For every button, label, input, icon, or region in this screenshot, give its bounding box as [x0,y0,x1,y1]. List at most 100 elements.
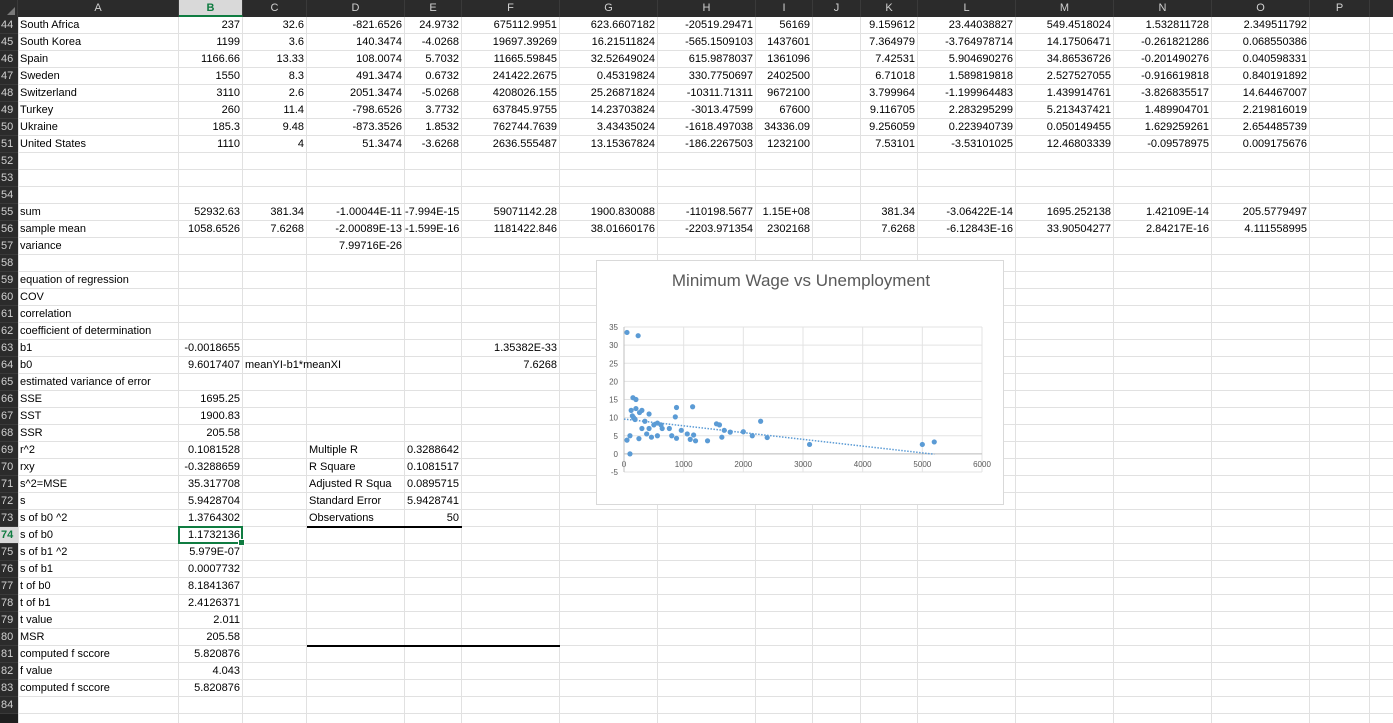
cell-a81[interactable]: computed f sccore [20,648,110,660]
row-header-57[interactable]: 57 [0,238,18,255]
cell-h47[interactable]: 330.7750697 [688,70,753,82]
row-header-72[interactable]: 72 [0,493,18,510]
cell-g47[interactable]: 0.45319824 [596,70,655,82]
cell-k46[interactable]: 7.42531 [875,53,915,65]
column-header-d[interactable]: D [307,0,405,17]
cell-b44[interactable]: 237 [221,19,240,31]
cell-h45[interactable]: -565.1509103 [685,36,753,48]
cell-i55[interactable]: 1.15E+08 [762,206,810,218]
cell-c64[interactable]: meanYI-b1*meanXI [245,359,341,371]
cell-a59[interactable]: equation of regression [20,274,129,286]
cell-l56[interactable]: -6.12843E-16 [946,223,1013,235]
cell-i44[interactable]: 56169 [779,19,810,31]
cell-b71[interactable]: 35.317708 [188,478,240,490]
cell-e51[interactable]: -3.6268 [421,138,459,150]
cell-e50[interactable]: 1.8532 [425,121,459,133]
cell-o56[interactable]: 4.111558995 [1244,223,1307,235]
cell-k44[interactable]: 9.159612 [869,19,915,31]
cell-a57[interactable]: variance [20,240,62,252]
cell-h50[interactable]: -1618.497038 [685,121,753,133]
cell-l55[interactable]: -3.06422E-14 [946,206,1013,218]
cell-k50[interactable]: 9.256059 [869,121,915,133]
cell-m48[interactable]: 1.439914761 [1046,87,1111,99]
cell-f50[interactable]: 762744.7639 [492,121,557,133]
cell-n49[interactable]: 1.489904701 [1144,104,1209,116]
row-header-74[interactable]: 74 [0,527,18,544]
cell-k56[interactable]: 7.6268 [881,223,915,235]
cell-k55[interactable]: 381.34 [881,206,915,218]
row-header-81[interactable]: 81 [0,646,18,663]
cell-a45[interactable]: South Korea [20,36,82,48]
cell-o48[interactable]: 14.64467007 [1242,87,1307,99]
cell-i48[interactable]: 9672100 [767,87,810,99]
cell-b47[interactable]: 1550 [215,70,240,82]
cell-a73[interactable]: s of b0 ^2 [20,512,68,524]
row-header-56[interactable]: 56 [0,221,18,238]
cell-a69[interactable]: r^2 [20,444,35,456]
cell-a50[interactable]: Ukraine [20,121,58,133]
cell-l49[interactable]: 2.283295299 [948,104,1013,116]
cell-a68[interactable]: SSR [20,427,43,439]
cell-d44[interactable]: -821.6526 [352,19,402,31]
row-header-51[interactable]: 51 [0,136,18,153]
row-header-47[interactable]: 47 [0,68,18,85]
row-header-84[interactable]: 84 [0,697,18,714]
cell-d72[interactable]: Standard Error [309,495,382,507]
cell-b76[interactable]: 0.0007732 [188,563,240,575]
cell-i51[interactable]: 1232100 [767,138,810,150]
cell-f44[interactable]: 675112.9951 [493,19,557,31]
cell-b82[interactable]: 4.043 [212,665,240,677]
cell-d47[interactable]: 491.3474 [356,70,402,82]
cell-b64[interactable]: 9.6017407 [188,359,240,371]
cell-a49[interactable]: Turkey [20,104,54,116]
cell-k51[interactable]: 7.53101 [875,138,915,150]
cell-g50[interactable]: 3.43435024 [596,121,655,133]
row-header-58[interactable]: 58 [0,255,18,272]
cell-h56[interactable]: -2203.971354 [685,223,753,235]
cell-m51[interactable]: 12.46803339 [1046,138,1111,150]
cell-f47[interactable]: 241422.2675 [492,70,557,82]
cell-c47[interactable]: 8.3 [288,70,304,82]
cell-g45[interactable]: 16.21511824 [591,36,655,48]
cell-b56[interactable]: 1058.6526 [188,223,240,235]
cell-o55[interactable]: 205.5779497 [1242,206,1307,218]
cell-l47[interactable]: 1.589819818 [948,70,1013,82]
cell-o49[interactable]: 2.219816019 [1242,104,1307,116]
column-header-h[interactable]: H [658,0,756,17]
column-header-j[interactable]: J [813,0,861,17]
cell-e72[interactable]: 5.9428741 [407,495,459,507]
cell-a77[interactable]: t of b0 [20,580,51,592]
cell-d57[interactable]: 7.99716E-26 [339,240,402,252]
cell-a72[interactable]: s [20,495,26,507]
cell-a65[interactable]: estimated variance of error [20,376,151,388]
cell-i50[interactable]: 34336.09 [764,121,810,133]
cell-b69[interactable]: 0.1081528 [188,444,240,456]
cell-a76[interactable]: s of b1 [20,563,54,575]
cell-l45[interactable]: -3.764978714 [945,36,1013,48]
cell-e70[interactable]: 0.1081517 [407,461,459,473]
scatter-chart[interactable]: Minimum Wage vs Unemployment -5 0 5 10 15 20 2… [596,260,1004,505]
row-header-55[interactable]: 55 [0,204,18,221]
cell-a71[interactable]: s^2=MSE [20,478,68,490]
row-header-59[interactable]: 59 [0,272,18,289]
cell-b66[interactable]: 1695.25 [200,393,240,405]
column-header-f[interactable]: F [462,0,560,17]
cell-k45[interactable]: 7.364979 [869,36,915,48]
cell-b49[interactable]: 260 [221,104,240,116]
cell-e55[interactable]: -7.994E-15 [405,206,460,218]
cell-a44[interactable]: South Africa [20,19,80,31]
cell-b68[interactable]: 205.58 [206,427,240,439]
cell-a55[interactable]: sum [20,206,41,218]
cell-b75[interactable]: 5.979E-07 [189,546,240,558]
row-header-75[interactable]: 75 [0,544,18,561]
cell-d46[interactable]: 108.0074 [356,53,402,65]
cell-a80[interactable]: MSR [20,631,45,643]
cell-f63[interactable]: 1.35382E-33 [494,342,557,354]
cell-h55[interactable]: -110198.5677 [685,206,753,218]
cell-b81[interactable]: 5.820876 [194,648,240,660]
cell-c49[interactable]: 11.4 [283,104,304,116]
cell-l48[interactable]: -1.199964483 [945,87,1013,99]
cell-a56[interactable]: sample mean [20,223,87,235]
cell-a74[interactable]: s of b0 [20,529,54,541]
column-header-a[interactable]: A [18,0,179,17]
